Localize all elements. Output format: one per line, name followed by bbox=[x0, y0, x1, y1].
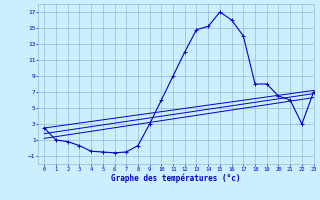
X-axis label: Graphe des températures (°c): Graphe des températures (°c) bbox=[111, 174, 241, 183]
